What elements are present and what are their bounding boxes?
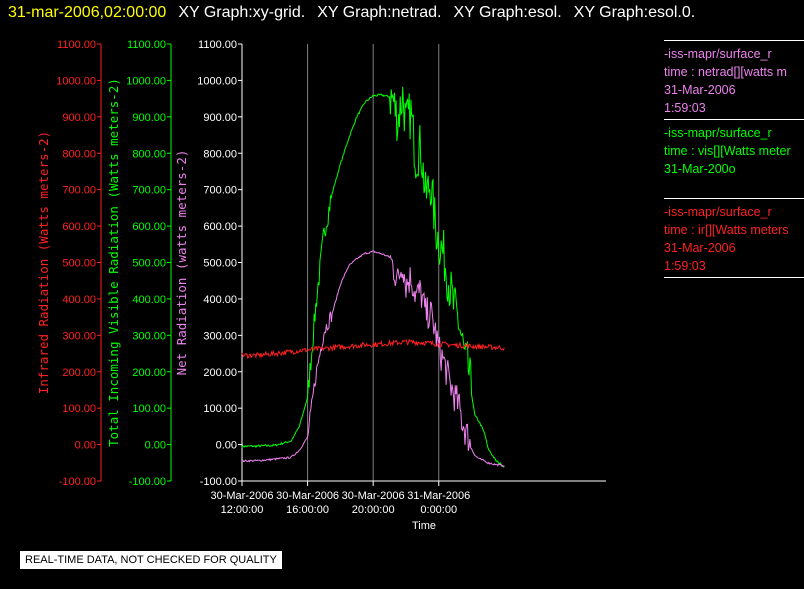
x-tick-label-time: 16:00:00: [286, 504, 329, 516]
x-tick-label-date: 30-Mar-2006: [211, 490, 274, 502]
net-y-tick-label: 600.00: [203, 221, 237, 233]
infrared-y-tick-label: 1000.00: [56, 75, 96, 87]
series-line-netrad: [241, 250, 505, 467]
header: 31-mar-2006,02:00:00 XY Graph:xy-grid. XY …: [8, 3, 695, 25]
visible-y-tick-label: 600.00: [132, 221, 166, 233]
visible-y-tick-label: 500.00: [132, 258, 166, 270]
net-y-axis-label: Net Radiation (watts meters-2): [174, 150, 189, 376]
legend: -iss-mapr/surface_r time : netrad[][watt…: [664, 38, 804, 282]
net-y-tick-label: 700.00: [203, 185, 237, 197]
legend-separator: [664, 277, 804, 278]
infrared-y-tick-label: 500.00: [62, 258, 96, 270]
infrared-y-tick-label: 1100.00: [57, 39, 96, 51]
graph-title-esol: XY Graph:esol.: [453, 4, 562, 21]
legend-source: -iss-mapr/surface_r: [664, 47, 772, 61]
visible-y-tick-label: 400.00: [132, 294, 166, 306]
legend-date: 31-Mar-200o: [664, 162, 736, 176]
net-y-tick-label: -100.00: [200, 476, 237, 488]
legend-variable: time : vis[][Watts meter: [664, 144, 791, 158]
visible-y-axis-label: Total Incoming Visible Radiation (Watts …: [106, 78, 121, 447]
legend-entry-netrad: -iss-mapr/surface_r time : netrad[][watt…: [664, 45, 804, 117]
visible-y-tick-label: 800.00: [132, 148, 166, 160]
legend-date: 31-Mar-2006: [664, 83, 736, 97]
infrared-y-tick-label: 900.00: [62, 112, 96, 124]
legend-entry-vis: -iss-mapr/surface_r time : vis[][Watts m…: [664, 124, 804, 178]
quality-notice: REAL-TIME DATA, NOT CHECKED FOR QUALITY: [20, 551, 282, 569]
legend-date: 31-Mar-2006: [664, 241, 736, 255]
legend-time: 1:59:03: [664, 101, 706, 115]
visible-y-tick-label: 1000.00: [126, 75, 166, 87]
visible-y-tick-label: 900.00: [132, 112, 166, 124]
infrared-y-tick-label: -100.00: [59, 476, 96, 488]
net-y-tick-label: 400.00: [203, 294, 237, 306]
net-y-tick-label: 100.00: [203, 403, 237, 415]
x-tick-label-date: 30-Mar-2006: [276, 490, 339, 502]
x-axis-label: Time: [412, 520, 436, 532]
visible-y-tick-label: 300.00: [132, 330, 166, 342]
graph-title-xy-grid: XY Graph:xy-grid.: [178, 4, 306, 21]
x-tick-label-time: 20:00:00: [352, 504, 395, 516]
infrared-y-axis-label: Infrared Radiation (Watts meters-2): [36, 131, 51, 394]
net-y-tick-label: 900.00: [203, 112, 237, 124]
net-y-tick-label: 1100.00: [198, 39, 237, 51]
series-line-ir: [241, 338, 505, 359]
infrared-y-tick-label: 700.00: [62, 185, 96, 197]
x-tick-label-date: 30-Mar-2006: [342, 490, 405, 502]
visible-y-tick-label: 700.00: [132, 185, 166, 197]
series-line-vis: [241, 86, 505, 468]
legend-variable: time : netrad[][watts m: [664, 65, 787, 79]
graph-title-esol0: XY Graph:esol.0.: [573, 4, 696, 21]
legend-variable: time : ir[][Watts meters: [664, 223, 789, 237]
legend-entry-ir: -iss-mapr/surface_r time : ir[][Watts me…: [664, 203, 804, 275]
visible-y-tick-label: -100.00: [129, 476, 166, 488]
legend-source: -iss-mapr/surface_r: [664, 126, 772, 140]
visible-y-tick-label: 100.00: [132, 403, 166, 415]
header-timestamp: 31-mar-2006,02:00:00: [8, 4, 167, 21]
infrared-y-tick-label: 600.00: [62, 221, 96, 233]
legend-time: 1:59:03: [664, 259, 706, 273]
net-y-tick-label: 200.00: [203, 367, 237, 379]
visible-y-tick-label: 200.00: [132, 367, 166, 379]
x-tick-label-time: 0:00:00: [420, 504, 457, 516]
infrared-y-tick-label: 0.00: [75, 440, 96, 452]
infrared-y-tick-label: 300.00: [62, 330, 96, 342]
visible-y-tick-label: 1100.00: [127, 39, 166, 51]
infrared-y-tick-label: 200.00: [62, 367, 96, 379]
visible-y-tick-label: 0.00: [145, 440, 166, 452]
infrared-y-tick-label: 400.00: [62, 294, 96, 306]
net-y-tick-label: 0.00: [216, 440, 237, 452]
legend-separator: [664, 40, 804, 41]
net-y-tick-label: 500.00: [203, 258, 237, 270]
net-y-tick-label: 800.00: [203, 148, 237, 160]
legend-source: -iss-mapr/surface_r: [664, 205, 772, 219]
infrared-y-tick-label: 100.00: [62, 403, 96, 415]
x-tick-label-time: 12:00:00: [221, 504, 264, 516]
legend-separator: [664, 119, 804, 120]
net-y-tick-label: 1000.00: [197, 75, 237, 87]
infrared-y-tick-label: 800.00: [62, 148, 96, 160]
graph-title-netrad: XY Graph:netrad.: [317, 4, 442, 21]
legend-separator: [664, 198, 804, 199]
x-tick-label-date: 31-Mar-2006: [407, 490, 470, 502]
net-y-tick-label: 300.00: [203, 330, 237, 342]
